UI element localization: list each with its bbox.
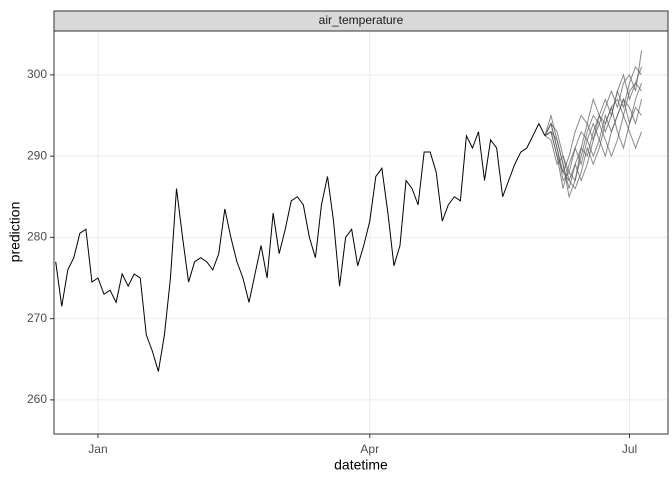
observed-line	[55, 122, 546, 372]
grid	[54, 31, 668, 434]
y-axis-title: prediction	[7, 202, 23, 263]
forecast-line	[544, 97, 642, 175]
forecast-line	[544, 50, 643, 199]
x-tick-label: Jan	[88, 442, 107, 456]
forecast-line	[544, 113, 643, 189]
forecast-line	[544, 82, 643, 190]
y-tick-label: 270	[27, 311, 47, 325]
y-tick-label: 300	[27, 67, 47, 81]
forecast-line	[544, 66, 643, 182]
panel-border	[53, 30, 669, 435]
x-tick-label: Apr	[360, 442, 379, 456]
x-tick-label: Jul	[622, 442, 637, 456]
y-tick-label: 260	[27, 392, 47, 406]
forecast-line	[544, 73, 642, 174]
y-tick-label: 290	[27, 148, 47, 162]
forecast-line	[544, 98, 643, 189]
lines	[55, 50, 643, 372]
x-axis-title: datetime	[334, 457, 388, 473]
forecast-line	[544, 65, 642, 182]
y-tick-label: 280	[27, 230, 47, 244]
strip-label: air_temperature	[319, 13, 404, 27]
